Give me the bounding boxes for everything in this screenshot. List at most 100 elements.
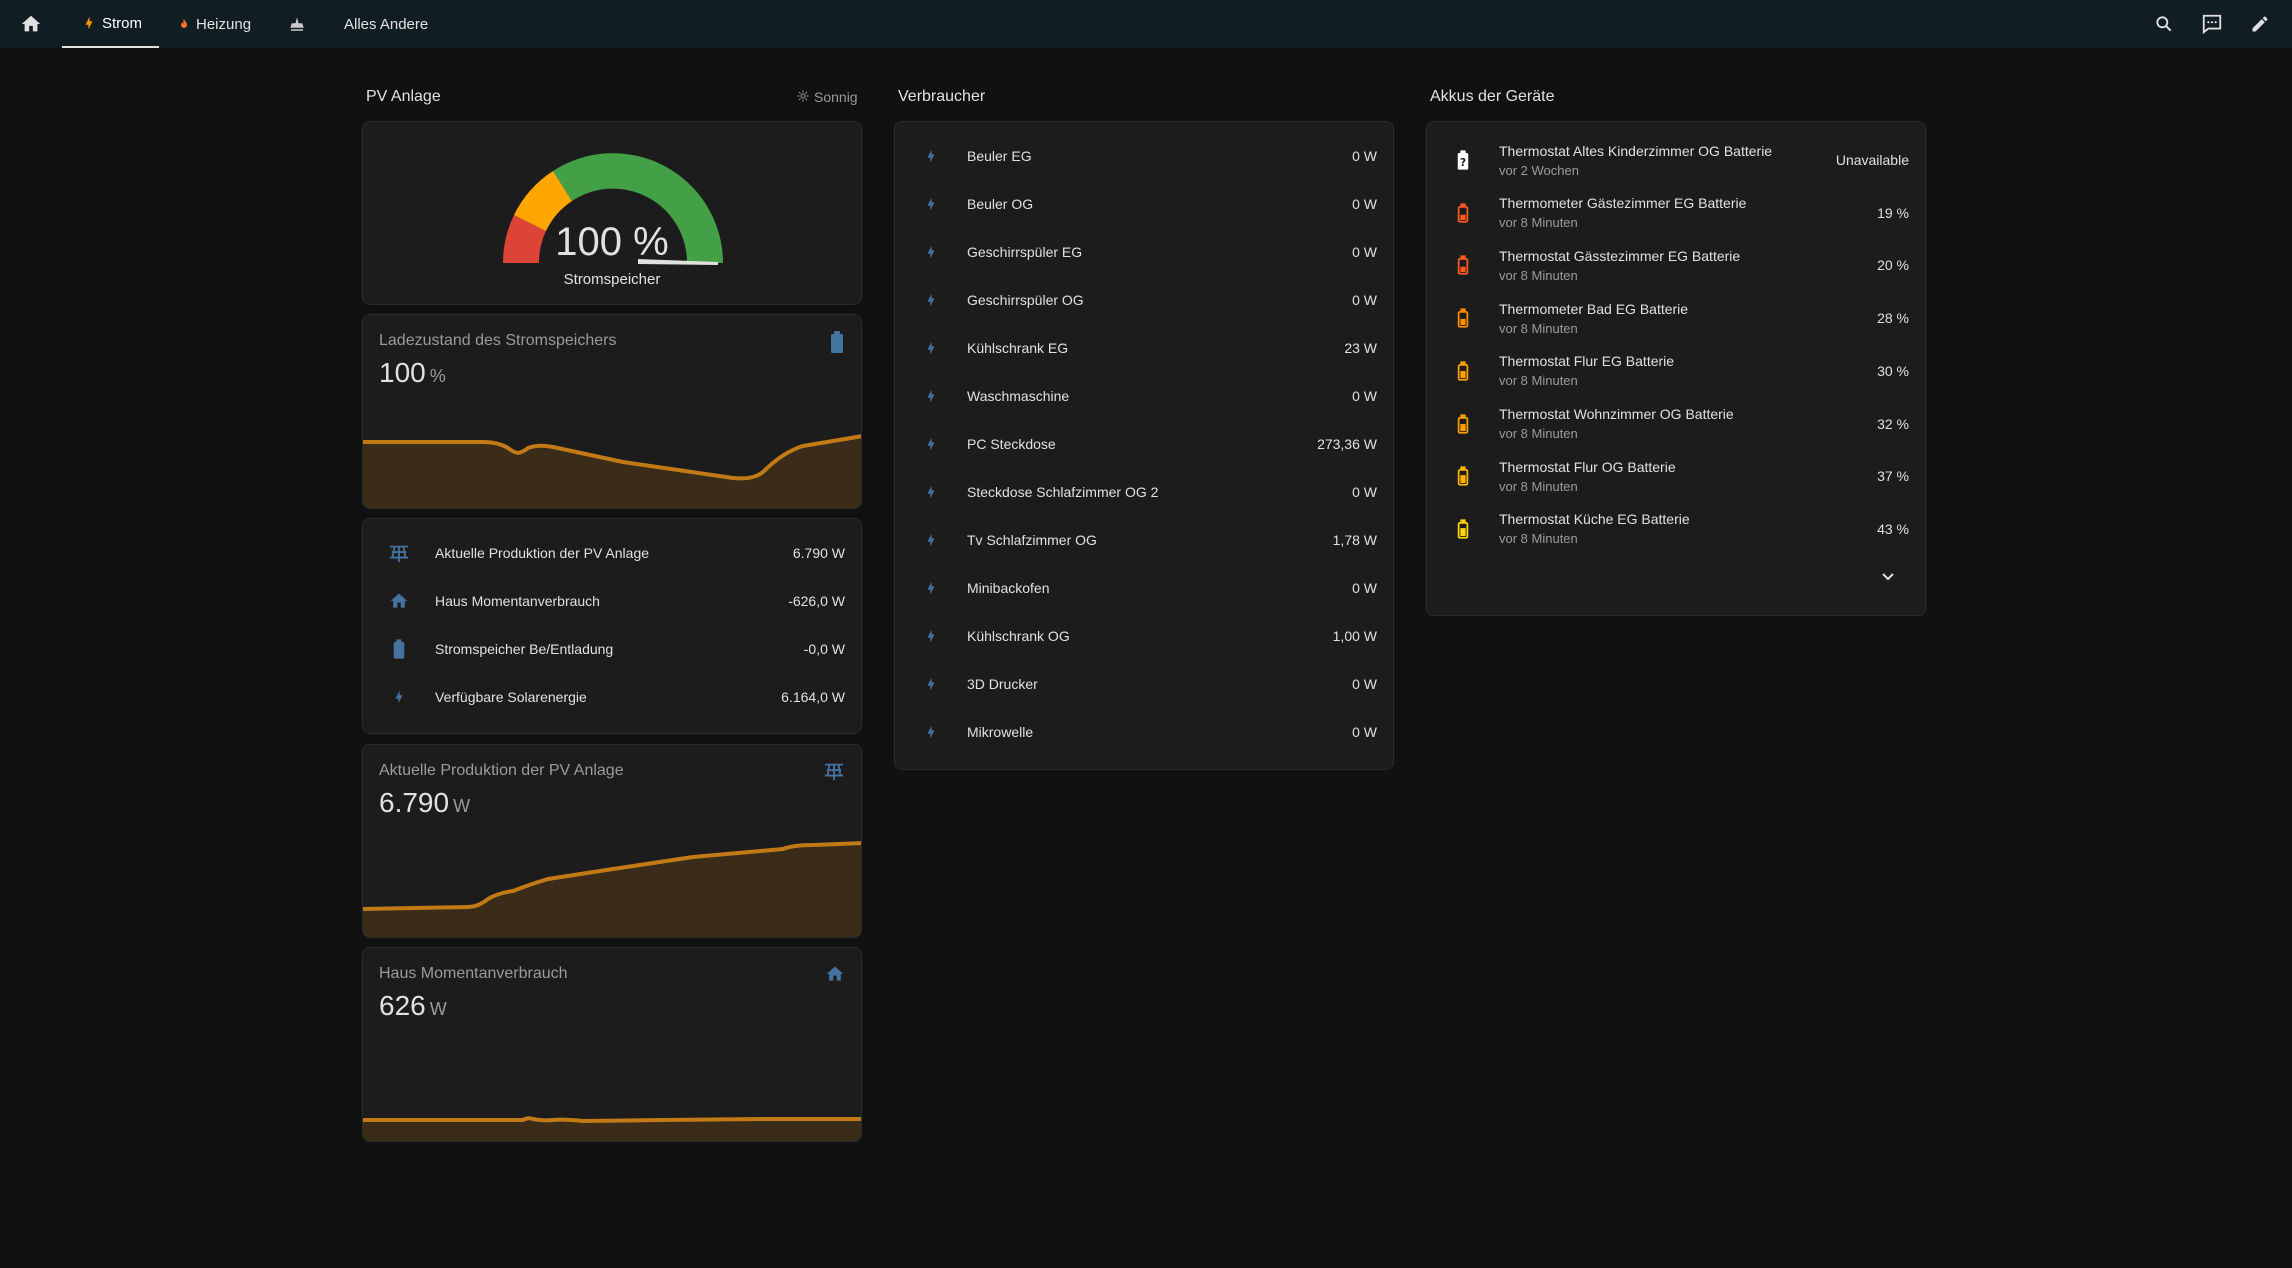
akkus-section-title: Akkus der Geräte — [1430, 88, 1555, 105]
sensor-unit: W — [453, 796, 471, 816]
consumer-row[interactable]: Minibackofen 0 W — [895, 564, 1393, 612]
consumer-row[interactable]: Waschmaschine 0 W — [895, 372, 1393, 420]
battery-row[interactable]: Thermostat Flur OG Batterie vor 8 Minuten… — [1427, 450, 1925, 502]
battery-row[interactable]: Thermostat Gässtezimmer EG Batterie vor 8… — [1427, 239, 1925, 291]
consumer-label: Waschmaschine — [967, 388, 1070, 404]
consumer-value: 0 W — [1352, 388, 1377, 404]
consumer-value: 1,00 W — [1332, 628, 1377, 644]
sensor-value: 100% — [379, 357, 446, 389]
verbraucher-card: Beuler EG 0 W Beuler OG 0 W Geschirrspüler E… — [894, 121, 1394, 770]
battery-row[interactable]: Thermostat Küche EG Batterie vor 8 Minute… — [1427, 503, 1925, 555]
production-sensor-card[interactable]: Aktuelle Produktion der PV Anlage 6.790 W — [362, 744, 862, 938]
consumer-row[interactable]: Beuler EG 0 W — [895, 132, 1393, 180]
weather-label: Sonnig — [814, 89, 858, 105]
consumer-value: 0 W — [1352, 196, 1377, 212]
assist-icon[interactable] — [2198, 10, 2226, 38]
battery-text: Thermostat Gässtezimmer EG Batterie vor 8… — [1499, 248, 1877, 283]
lightning-icon — [895, 338, 967, 358]
consumer-value: 0 W — [1352, 724, 1377, 740]
pv-section-title: PV Anlage — [366, 88, 441, 105]
battery-text: Thermostat Küche EG Batterie vor 8 Minute… — [1499, 511, 1877, 546]
battery-last-changed: vor 8 Minuten — [1499, 531, 1578, 547]
entity-value: -0,0 W — [803, 641, 845, 657]
entity-row[interactable]: Aktuelle Produktion der PV Anlage 6.790 … — [363, 529, 861, 577]
chevron-down-icon[interactable] — [1881, 569, 1895, 587]
gauge-value: 100 % — [555, 220, 669, 264]
home-icon — [20, 13, 42, 35]
battery-text: Thermostat Altes Kinderzimmer OG Batteri… — [1499, 143, 1836, 178]
consumer-label: Minibackofen — [967, 580, 1050, 596]
lightning-icon — [895, 578, 967, 598]
consumer-row[interactable]: Kühlschrank OG 1,00 W — [895, 612, 1393, 660]
consumer-row[interactable]: PC Steckdose 273,36 W — [895, 420, 1393, 468]
consumer-label: Kühlschrank EG — [967, 340, 1069, 356]
entity-row[interactable]: Haus Momentanverbrauch -626,0 W — [363, 577, 861, 625]
battery-row[interactable]: Thermostat Flur EG Batterie vor 8 Minuten… — [1427, 345, 1925, 397]
entity-label: Stromspeicher Be/Entladung — [435, 641, 614, 657]
lightning-icon — [895, 386, 967, 406]
consumer-label: Geschirrspüler EG — [967, 244, 1083, 260]
consumer-row[interactable]: Beuler OG 0 W — [895, 180, 1393, 228]
entity-label: Verfügbare Solarenergie — [435, 689, 587, 705]
weather-chip[interactable]: Sonnig — [797, 89, 858, 105]
entity-label: Haus Momentanverbrauch — [435, 593, 600, 609]
sensor-value: 6.790 W — [379, 787, 470, 819]
battery-row[interactable]: ? Thermostat Altes Kinderzimmer OG Batter… — [1427, 134, 1925, 186]
battery-text: Thermometer Bad EG Batterie vor 8 Minuten — [1499, 301, 1877, 336]
consumer-row[interactable]: Geschirrspüler OG 0 W — [895, 276, 1393, 324]
tab-alles-andere[interactable]: Alles Andere — [344, 0, 428, 48]
gauge-card[interactable]: 100 % Stromspeicher — [362, 121, 862, 305]
tab-strom[interactable]: Strom — [62, 0, 159, 48]
lightning-icon — [895, 290, 967, 310]
consumer-row[interactable]: Geschirrspüler EG 0 W — [895, 228, 1393, 276]
tab-vacuum[interactable] — [288, 0, 306, 48]
lightning-icon — [82, 15, 96, 31]
robot-vacuum-icon — [288, 15, 306, 33]
battery-row[interactable]: Thermometer Gästezimmer EG Batterie vor 8… — [1427, 187, 1925, 239]
battery-last-changed: vor 8 Minuten — [1499, 320, 1578, 336]
tab-home[interactable] — [20, 0, 48, 48]
entity-row[interactable]: Stromspeicher Be/Entladung -0,0 W — [363, 625, 861, 673]
battery-icon — [1427, 518, 1499, 540]
house-sparkline — [363, 1116, 861, 1141]
consumer-label: Beuler OG — [967, 196, 1034, 212]
battery-row[interactable]: Thermostat Wohnzimmer OG Batterie vor 8 M… — [1427, 398, 1925, 450]
consumer-row[interactable]: 3D Drucker 0 W — [895, 660, 1393, 708]
battery-icon — [1427, 254, 1499, 276]
sun-icon — [797, 89, 809, 105]
battery-icon — [1427, 202, 1499, 224]
pv-entities-card: Aktuelle Produktion der PV Anlage 6.790 … — [362, 518, 862, 734]
lightning-icon — [895, 722, 967, 742]
lightning-icon — [363, 687, 435, 707]
battery-icon: ? — [1427, 149, 1499, 171]
battery-value: Unavailable — [1835, 152, 1909, 168]
battery-value: 19 % — [1877, 204, 1909, 221]
battery-last-changed: vor 8 Minuten — [1499, 426, 1578, 441]
consumer-row[interactable]: Mikrowelle 0 W — [895, 708, 1393, 756]
tab-heizung[interactable]: Heizung — [178, 0, 251, 48]
gauge-arc — [503, 153, 723, 265]
search-icon[interactable] — [2150, 10, 2178, 38]
consumer-value: 0 W — [1352, 148, 1377, 164]
tab-label: Alles Andere — [344, 15, 429, 33]
solar-panel-icon — [363, 543, 435, 563]
battery-label: Thermostat Altes Kinderzimmer OG Batteri… — [1499, 142, 1773, 159]
consumer-label: Beuler EG — [967, 148, 1032, 164]
sensor-name: Aktuelle Produktion der PV Anlage — [379, 762, 624, 779]
battery-value: 37 % — [1877, 468, 1909, 485]
home-icon — [363, 591, 435, 611]
entity-row[interactable]: Verfügbare Solarenergie 6.164,0 W — [363, 673, 861, 721]
consumer-row[interactable]: Tv Schlafzimmer OG 1,78 W — [895, 516, 1393, 564]
sensor-value-number: 6.790 — [379, 787, 450, 818]
battery-row[interactable]: Thermometer Bad EG Batterie vor 8 Minuten… — [1427, 292, 1925, 344]
battery-icon — [363, 638, 435, 660]
battery-value: 30 % — [1877, 362, 1909, 379]
consumer-row[interactable]: Kühlschrank EG 23 W — [895, 324, 1393, 372]
consumer-row[interactable]: Steckdose Schlafzimmer OG 2 0 W — [895, 468, 1393, 516]
battery-value: 32 % — [1877, 415, 1909, 432]
soc-sensor-card[interactable]: Ladezustand des Stromspeichers 100% — [362, 314, 862, 509]
house-sensor-card[interactable]: Haus Momentanverbrauch 626 W — [362, 947, 862, 1142]
edit-icon[interactable] — [2246, 10, 2274, 38]
battery-icon — [1427, 307, 1499, 329]
entity-value: 6.164,0 W — [781, 689, 845, 705]
